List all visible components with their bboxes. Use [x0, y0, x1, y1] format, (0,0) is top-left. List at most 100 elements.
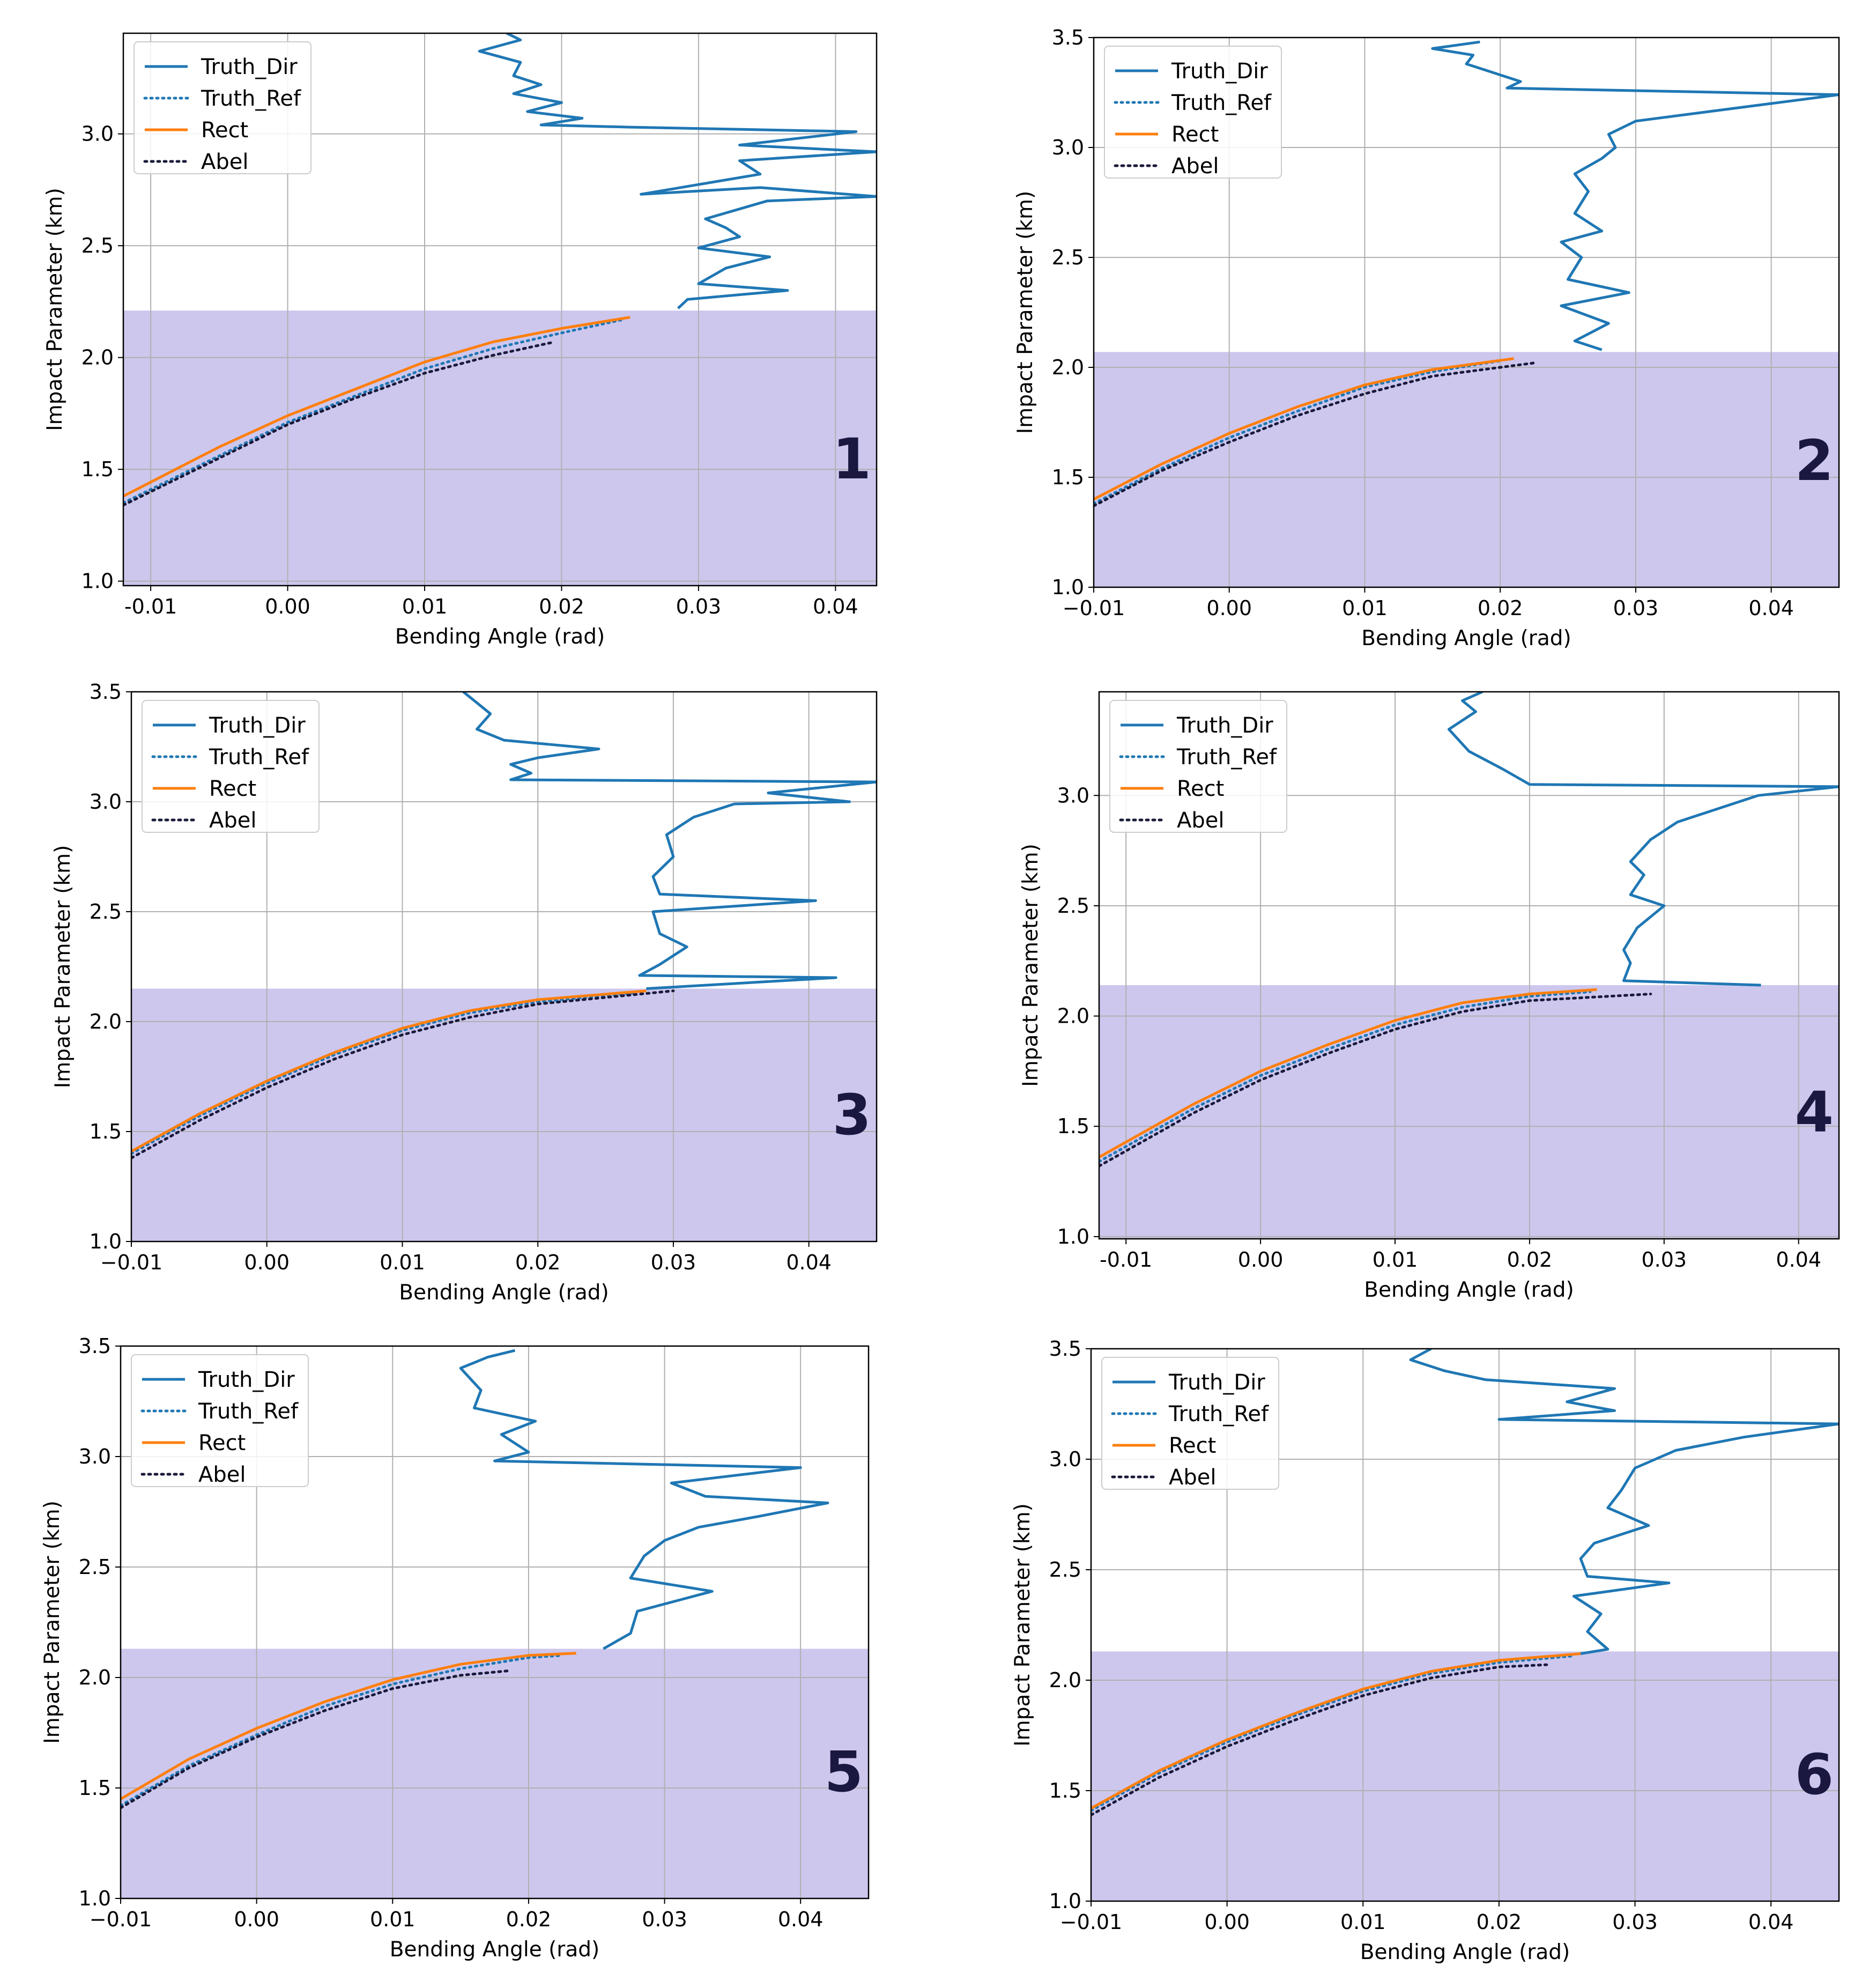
- y-tick-label: 1.5: [1052, 465, 1084, 489]
- y-axis-label: Impact Parameter (km): [51, 845, 75, 1089]
- panel-number: 4: [1795, 1080, 1834, 1145]
- legend-label: Truth_Ref: [1171, 91, 1272, 115]
- y-tick-label: 2.5: [1049, 1558, 1081, 1581]
- y-tick-label: 1.0: [1049, 1889, 1081, 1913]
- legend-label: Rect: [1171, 122, 1219, 147]
- shaded-region: [1094, 352, 1839, 587]
- y-tick-label: 1.0: [1052, 575, 1084, 599]
- x-axis-label: Bending Angle (rad): [1364, 1278, 1574, 1302]
- y-tick-label: 2.5: [1052, 246, 1084, 269]
- legend-label: Abel: [1169, 1465, 1216, 1490]
- y-tick-label: 2.5: [90, 900, 122, 923]
- x-tick-label: 0.02: [1477, 1910, 1522, 1934]
- x-tick-label: 0.00: [1238, 1248, 1284, 1272]
- legend-label: Rect: [201, 118, 248, 143]
- axes-frame: [1090, 1348, 1840, 1902]
- x-tick-label: 0.04: [1748, 596, 1794, 620]
- shaded-region: [1099, 985, 1839, 1239]
- legend-label: Truth_Dir: [1176, 713, 1273, 738]
- x-tick-label: 0.00: [265, 595, 310, 618]
- shaded-region: [123, 311, 877, 586]
- y-tick-label: 1.0: [1057, 1225, 1089, 1248]
- series-truth-dir: [459, 1349, 829, 1650]
- panel-number: 1: [833, 426, 871, 492]
- x-tick-label: 0.04: [786, 1251, 832, 1274]
- x-tick-label: 0.00: [1206, 596, 1252, 620]
- legend-box: [1101, 1357, 1279, 1490]
- y-axis-label: Impact Parameter (km): [1013, 191, 1037, 434]
- legend-label: Abel: [1177, 808, 1224, 833]
- y-tick-label: 2.5: [79, 1555, 111, 1579]
- series-abel: [1094, 361, 1536, 507]
- y-tick-label: 3.5: [1052, 26, 1084, 49]
- x-tick-label: 0.02: [539, 595, 584, 618]
- series-abel: [123, 341, 557, 507]
- x-axis-label: Bending Angle (rad): [1360, 1940, 1570, 1964]
- series-rect: [1099, 988, 1597, 1158]
- panel-2: −0.01 0.00 0.01 0.02 0.03 0.04 1.0 1.5 2.0 2.5 3.0…: [1013, 26, 1840, 651]
- y-tick-label: 2.5: [81, 234, 114, 257]
- y-tick-label: 1.5: [79, 1776, 111, 1800]
- y-tick-label: 3.0: [1052, 136, 1084, 159]
- panel-4: -0.01 0.00 0.01 0.02 0.03 0.04 1.0 1.5 2.0 2.5 3.0…: [1019, 691, 1840, 1302]
- axes-frame: [1093, 36, 1840, 588]
- panel-number: 3: [833, 1082, 871, 1148]
- series-abel: [121, 1669, 510, 1809]
- panel-3: −0.01 0.00 0.01 0.02 0.03 0.04 1.0 1.5 2.0 2.5 3.0…: [51, 680, 878, 1305]
- series-rect: [131, 989, 647, 1153]
- series-truth-dir: [1447, 692, 1839, 987]
- y-tick-label: 3.0: [90, 790, 122, 814]
- x-tick-label: 0.02: [1507, 1248, 1553, 1272]
- series-rect: [1094, 357, 1514, 501]
- y-tick-label: 3.0: [79, 1445, 111, 1468]
- y-axis-label: Impact Parameter (km): [43, 188, 67, 431]
- x-tick-label: 0.01: [402, 595, 448, 618]
- legend-label: Rect: [1177, 777, 1224, 801]
- legend-label: Abel: [198, 1462, 246, 1487]
- x-tick-label: 0.03: [676, 595, 722, 618]
- y-axis-label: Impact Parameter (km): [1011, 1503, 1035, 1747]
- legend-label: Truth_Ref: [209, 745, 309, 770]
- legend: Truth_Dir Truth_Ref Rect Abel: [1104, 46, 1282, 179]
- series-truth-dir: [1409, 1349, 1839, 1656]
- x-tick-label: −0.01: [1063, 596, 1125, 620]
- series-truth-ref: [121, 1654, 564, 1807]
- legend-label: Truth_Ref: [1176, 745, 1277, 770]
- legend-label: Abel: [209, 808, 256, 833]
- shaded-region: [1091, 1651, 1839, 1901]
- x-tick-label: 0.03: [1642, 1248, 1687, 1272]
- panel-6: −0.01 0.00 0.01 0.02 0.03 0.04 1.0 1.5 2.0 2.5 3.0…: [1011, 1337, 1840, 1964]
- panel-5: −0.01 0.00 0.01 0.02 0.03 0.04 1.0 1.5 2.0 2.5 3.0…: [40, 1334, 870, 1962]
- y-tick-label: 2.5: [1057, 894, 1089, 918]
- y-tick-label: 1.0: [81, 570, 114, 593]
- legend-box: [1109, 700, 1287, 833]
- y-axis-label: Impact Parameter (km): [1019, 844, 1043, 1087]
- legend: Truth_Dir Truth_Ref Rect Abel: [1101, 1357, 1279, 1490]
- panel-number: 2: [1795, 428, 1834, 493]
- series-abel: [131, 989, 675, 1159]
- legend-label: Rect: [1169, 1433, 1216, 1458]
- y-tick-label: 2.0: [1057, 1004, 1089, 1028]
- axes-frame: [1098, 691, 1840, 1240]
- y-tick-label: 1.0: [79, 1887, 111, 1910]
- series-abel: [1091, 1663, 1548, 1816]
- y-tick-label: 2.0: [81, 346, 114, 369]
- y-tick-label: 3.5: [1049, 1337, 1081, 1361]
- y-tick-label: 1.0: [90, 1230, 122, 1253]
- y-tick-label: 1.5: [1049, 1779, 1081, 1802]
- x-tick-label: 0.04: [778, 1908, 824, 1931]
- legend-label: Truth_Dir: [1168, 1370, 1265, 1395]
- x-tick-label: 0.04: [1748, 1910, 1794, 1934]
- x-tick-label: 0.01: [1373, 1248, 1418, 1272]
- series-truth-ref: [1094, 359, 1502, 505]
- legend-label: Abel: [1171, 154, 1219, 179]
- y-tick-label: 3.0: [1057, 784, 1089, 807]
- y-tick-label: 3.5: [79, 1334, 111, 1358]
- series-truth-ref: [1099, 990, 1592, 1163]
- series-rect: [1091, 1652, 1581, 1810]
- legend-label: Truth_Ref: [201, 86, 301, 111]
- panel-number: 6: [1795, 1742, 1834, 1807]
- axes-frame: [122, 32, 878, 587]
- legend-box: [1104, 46, 1282, 179]
